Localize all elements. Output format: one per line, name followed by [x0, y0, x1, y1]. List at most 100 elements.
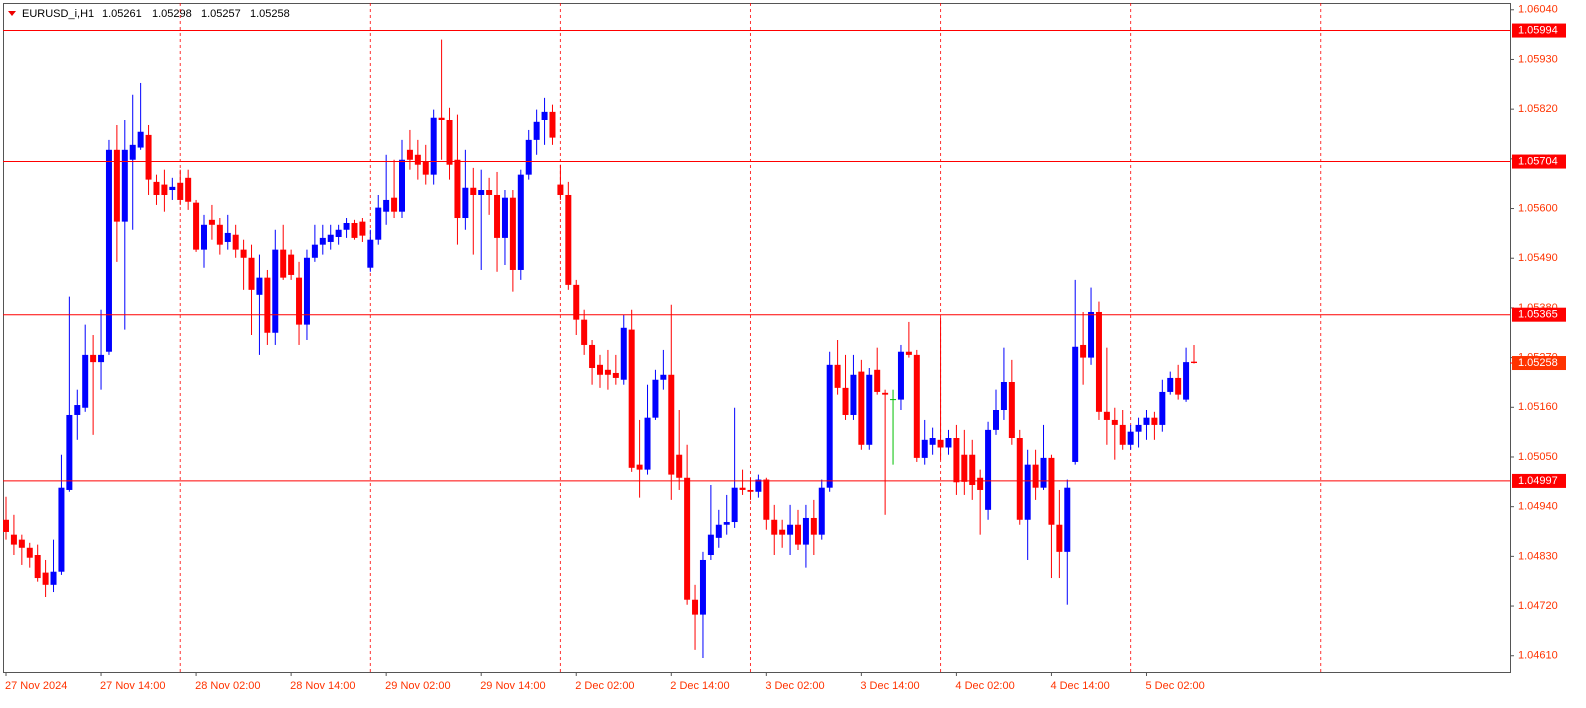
candle-body	[1191, 361, 1197, 364]
candle-body	[1056, 524, 1063, 552]
candle-body	[541, 111, 548, 120]
x-tick-label: 5 Dec 02:00	[1145, 680, 1204, 692]
y-tick-label: 1.05490	[1518, 252, 1558, 264]
candle-body	[985, 429, 992, 510]
hline-label: 1.05704	[1518, 155, 1558, 167]
candle-body	[707, 534, 714, 556]
candle-body	[248, 257, 255, 290]
candle-body	[858, 371, 865, 445]
candle-body	[787, 524, 794, 535]
candle-body	[612, 372, 619, 378]
candle-body	[905, 351, 912, 355]
candle-body	[842, 387, 849, 415]
candle-body	[66, 414, 73, 490]
candle-body	[34, 555, 41, 579]
candle-body	[668, 374, 675, 475]
candle-body	[676, 454, 683, 478]
candle-body	[224, 232, 231, 242]
candle-body	[438, 117, 445, 120]
candle-body	[3, 519, 9, 532]
last-close: 1.05258	[250, 8, 290, 20]
candle-body	[1095, 311, 1102, 412]
candle-body	[10, 534, 17, 545]
candle-body	[628, 329, 635, 468]
candle-body	[1032, 464, 1039, 488]
hline-label-box	[1512, 307, 1566, 322]
y-tick-label: 1.04720	[1518, 600, 1558, 612]
candle-body	[462, 187, 469, 219]
candle-body	[977, 477, 984, 490]
candle-body	[961, 454, 968, 482]
candle-body	[208, 219, 215, 225]
candle-body	[525, 139, 532, 175]
candle-body	[406, 149, 413, 160]
candle-body	[897, 351, 904, 400]
candle-body	[1016, 438, 1023, 520]
candle-body	[137, 131, 144, 148]
candle-body	[343, 222, 350, 230]
candle-body	[684, 477, 691, 600]
x-tick-label: 3 Dec 14:00	[860, 680, 919, 692]
hline-label: 1.05994	[1518, 24, 1558, 36]
candle-body	[636, 464, 643, 470]
candle-body	[771, 519, 778, 535]
candle-body	[121, 149, 128, 222]
candle-body	[422, 162, 429, 175]
candle-body	[581, 319, 588, 345]
candle-body	[620, 327, 627, 380]
candle-body	[82, 354, 89, 408]
y-tick-label: 1.05050	[1518, 451, 1558, 463]
x-tick-label: 29 Nov 14:00	[480, 680, 545, 692]
candle-body	[755, 479, 762, 492]
candle-body	[296, 277, 303, 325]
candle-body	[549, 111, 556, 138]
x-tick-label: 4 Dec 14:00	[1050, 680, 1109, 692]
candle-body	[1143, 417, 1150, 425]
last-open: 1.05261	[102, 8, 142, 20]
candle-body	[193, 202, 200, 250]
candle-body	[937, 439, 944, 448]
candle-body	[272, 249, 279, 333]
y-tick-label: 1.04940	[1518, 501, 1558, 513]
candle-body	[1103, 411, 1110, 420]
x-tick-label: 4 Dec 02:00	[955, 680, 1014, 692]
candle-body	[446, 119, 453, 165]
x-tick-label: 27 Nov 14:00	[100, 680, 165, 692]
candle-body	[913, 354, 920, 458]
y-tick-label: 1.05930	[1518, 53, 1558, 65]
candle-body	[303, 257, 310, 325]
candle-body	[993, 410, 999, 430]
candle-body	[280, 249, 287, 278]
candle-body	[1040, 457, 1047, 488]
candle-body	[359, 221, 366, 236]
hline-label-box	[1512, 473, 1566, 488]
candle-body	[874, 369, 881, 392]
header-arrow	[8, 11, 16, 16]
candle-body	[98, 354, 105, 363]
current-price-box	[1512, 356, 1566, 371]
candle-body	[454, 159, 461, 219]
plot-frame	[3, 3, 1511, 673]
candle-body	[699, 559, 706, 615]
current-price-label: 1.05258	[1518, 357, 1558, 369]
candle-body	[58, 487, 65, 572]
candle-body	[1048, 457, 1055, 525]
x-tick-label: 3 Dec 02:00	[765, 680, 824, 692]
candle-body	[351, 222, 358, 238]
x-tick-label: 27 Nov 2024	[5, 680, 67, 692]
candle-body	[533, 121, 540, 140]
candle-body	[660, 374, 667, 380]
candle-body	[113, 149, 120, 222]
candle-body	[517, 174, 524, 270]
candle-body	[501, 197, 508, 238]
hline-label: 1.04997	[1518, 475, 1558, 487]
y-tick-label: 1.05160	[1518, 401, 1558, 413]
candle-body	[42, 572, 49, 585]
candle-body	[826, 364, 833, 488]
candle-body	[391, 197, 398, 212]
candle-body	[818, 487, 825, 535]
candle-body	[692, 599, 699, 615]
candle-body	[264, 277, 271, 333]
candle-body	[486, 190, 493, 195]
candle-body	[723, 522, 730, 525]
